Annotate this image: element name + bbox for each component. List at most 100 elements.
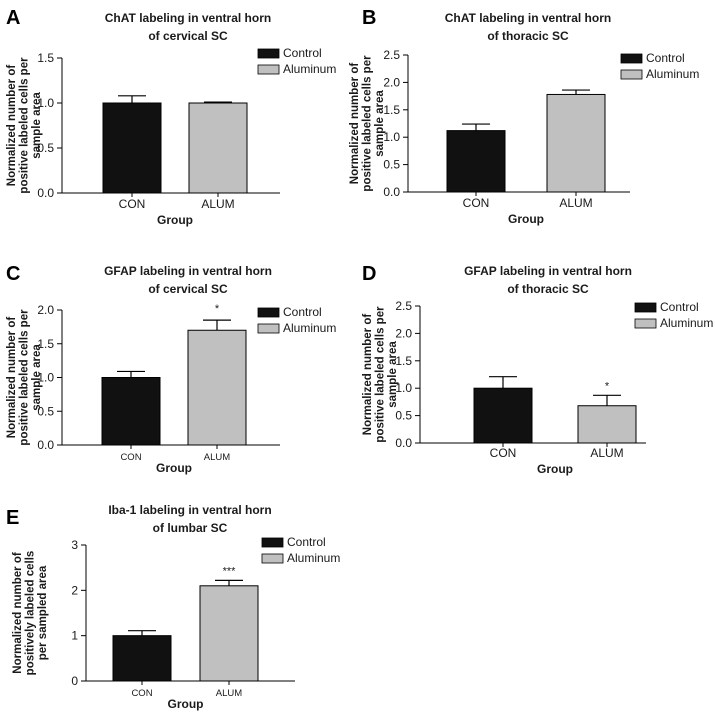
y-axis-label-line: Normalized number of: [6, 65, 18, 187]
y-axis-label: Normalized number ofpositive labeled cel…: [349, 55, 386, 192]
y-tick-label: 2: [71, 583, 78, 597]
bar-alum: [577, 405, 637, 444]
y-tick-label: 0.5: [37, 404, 54, 418]
y-axis-label-line: Normalized number of: [6, 317, 18, 439]
y-axis-label-line: sample area: [31, 92, 43, 159]
y-tick-label: 0.5: [395, 409, 412, 423]
bar-con: [102, 102, 162, 194]
chart-title: of lumbar SC: [153, 521, 228, 535]
y-axis-label: Normalized number ofpositive labeled cel…: [362, 306, 399, 443]
legend-label: Control: [646, 51, 685, 65]
legend-swatch-aluminum: [634, 318, 657, 329]
chart-title: of thoracic SC: [487, 29, 569, 43]
y-axis-label-line: Normalized number of: [12, 552, 24, 674]
chart-title: of cervical SC: [148, 282, 228, 296]
y-tick-label: 1.5: [37, 51, 54, 65]
y-tick-label: 2.5: [395, 299, 412, 313]
legend-label: Aluminum: [283, 62, 336, 76]
panel-letter: B: [362, 7, 376, 29]
x-tick-label: ALUM: [216, 688, 242, 699]
x-axis-label: Group: [508, 212, 544, 226]
legend-label: Aluminum: [283, 321, 336, 335]
y-tick-label: 2.5: [383, 48, 400, 62]
y-axis-label: Normalized number ofpositively labeled c…: [12, 551, 49, 676]
legend-label: Aluminum: [646, 67, 699, 81]
chart-panel-d: D GFAP labeling in ventral horn of thoraci…: [362, 263, 713, 476]
y-axis-label-line: positive labeled cells per: [362, 55, 374, 192]
legend-label: Aluminum: [287, 551, 340, 565]
chart-panel-c: C GFAP labeling in ventral horn of cervica…: [6, 263, 336, 475]
x-tick-label: CON: [119, 197, 146, 211]
x-tick-label: CON: [463, 196, 490, 210]
legend-label: Control: [660, 300, 699, 314]
chart-title: GFAP labeling in ventral horn: [464, 264, 632, 278]
y-axis-label-line: sample area: [387, 341, 399, 408]
bar-alum: [199, 585, 259, 682]
legend-swatch-control: [257, 307, 280, 318]
x-axis-label: Group: [168, 697, 204, 711]
x-tick-label: CON: [131, 688, 152, 699]
y-axis-label-line: per sampled area: [37, 565, 49, 660]
chart-title: of thoracic SC: [507, 282, 589, 296]
y-tick-label: 0.0: [383, 185, 400, 199]
panel-letter: D: [362, 263, 376, 285]
y-tick-label: 2.0: [383, 75, 400, 89]
y-tick-label: 0.5: [383, 158, 400, 172]
bar-con: [112, 635, 172, 682]
legend-swatch-aluminum: [620, 69, 643, 80]
legend-swatch-control: [261, 537, 284, 548]
y-tick-label: 0.0: [37, 438, 54, 452]
legend-swatch-aluminum: [257, 323, 280, 334]
bar-con: [473, 387, 533, 444]
legend-label: Control: [283, 46, 322, 60]
y-tick-label: 3: [71, 538, 78, 552]
legend-swatch-aluminum: [261, 553, 284, 564]
panel-letter: A: [6, 7, 20, 29]
y-tick-label: 1.5: [37, 337, 54, 351]
y-tick-label: 1.0: [37, 371, 54, 385]
legend-label: Aluminum: [660, 316, 713, 330]
panel-letter: E: [6, 507, 19, 529]
chart-panel-a: A ChAT labeling in ventral horn of cervica…: [6, 7, 336, 227]
y-axis-label-line: positively labeled cells: [25, 551, 37, 676]
y-tick-label: 1.0: [395, 381, 412, 395]
y-axis-label-line: positive labeled cells per: [375, 306, 387, 443]
legend-swatch-aluminum: [257, 64, 280, 75]
x-axis-label: Group: [156, 461, 192, 475]
bar-alum: [546, 93, 606, 193]
bar-alum: [188, 102, 248, 194]
x-axis-label: Group: [537, 462, 573, 476]
y-tick-label: 0.5: [37, 141, 54, 155]
chart-panel-b: B ChAT labeling in ventral horn of thoraci…: [349, 7, 699, 226]
legend-label: Control: [283, 305, 322, 319]
chart-title: ChAT labeling in ventral horn: [105, 11, 271, 25]
chart-title: GFAP labeling in ventral horn: [104, 264, 272, 278]
x-tick-label: ALUM: [559, 196, 592, 210]
y-axis-label-line: Normalized number of: [349, 63, 361, 185]
chart-title: ChAT labeling in ventral horn: [445, 11, 611, 25]
y-tick-label: 1: [71, 629, 78, 643]
chart-panel-e: E Iba-1 labeling in ventral horn of lumbar…: [6, 503, 340, 711]
y-axis-label-line: Normalized number of: [362, 314, 374, 436]
y-tick-label: 0: [71, 674, 78, 688]
x-tick-label: CON: [490, 446, 517, 460]
significance-marker: *: [215, 303, 220, 315]
bar-con: [446, 130, 506, 193]
x-tick-label: ALUM: [201, 197, 234, 211]
chart-title: Iba-1 labeling in ventral horn: [108, 503, 271, 517]
x-tick-label: CON: [120, 452, 141, 463]
legend-swatch-control: [634, 302, 657, 313]
x-tick-label: ALUM: [590, 446, 623, 460]
y-axis-label: Normalized number ofpositive labeled cel…: [6, 57, 43, 194]
bar-alum: [187, 329, 247, 446]
chart-title: of cervical SC: [148, 29, 228, 43]
y-tick-label: 2.0: [37, 303, 54, 317]
significance-marker: ***: [223, 565, 237, 577]
x-axis-label: Group: [157, 213, 193, 227]
x-tick-label: ALUM: [204, 452, 230, 463]
panel-letter: C: [6, 263, 20, 285]
y-tick-label: 0.0: [37, 186, 54, 200]
y-axis-label-line: sample area: [374, 90, 386, 157]
y-axis-label: Normalized number ofpositive labeled cel…: [6, 309, 43, 446]
